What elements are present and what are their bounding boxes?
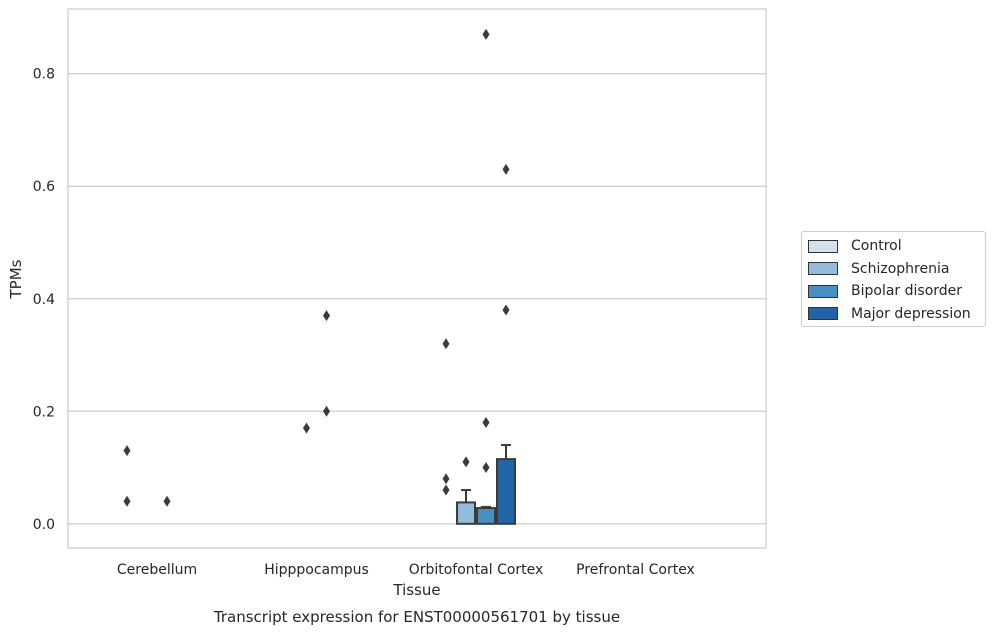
bar <box>496 458 516 525</box>
legend: Control Schizophrenia Bipolar disorder M… <box>801 231 986 327</box>
legend-swatch <box>808 307 838 321</box>
legend-label: Schizophrenia <box>851 260 950 277</box>
bar <box>476 507 496 525</box>
legend-swatch <box>808 239 838 253</box>
chart-title: Transcript expression for ENST0000056170… <box>213 608 620 626</box>
outlier-point <box>442 484 450 496</box>
x-tick-label: Hipppocampus <box>264 562 369 578</box>
outlier-point <box>323 405 330 417</box>
legend-item-bipolar-disorder: Bipolar disorder <box>808 280 985 303</box>
y-tick-label: 0.6 <box>33 179 55 195</box>
outlier-point <box>462 456 470 468</box>
legend-label: Bipolar disorder <box>851 283 963 300</box>
outlier-point <box>163 495 171 507</box>
outlier-point <box>502 304 510 316</box>
legend-item-schizophrenia: Schizophrenia <box>808 258 985 281</box>
legend-label: Control <box>851 238 902 255</box>
y-tick-label: 0.0 <box>33 517 55 533</box>
y-axis-ticks: 0.0 0.2 0.4 0.6 0.8 <box>33 67 55 533</box>
outlier-point <box>442 338 450 350</box>
outlier-point <box>323 310 330 322</box>
plot-frame <box>67 8 767 549</box>
x-tick-label: Prefrontal Cortex <box>576 562 695 578</box>
y-tick-label: 0.2 <box>33 404 55 420</box>
outlier-point <box>123 495 131 507</box>
y-axis-label: TPMs <box>7 259 25 299</box>
bars <box>456 444 516 525</box>
outlier-point <box>482 462 490 474</box>
x-axis-label: Tissue <box>392 581 440 599</box>
bar <box>456 501 476 525</box>
x-tick-label: Orbitofontal Cortex <box>409 562 544 578</box>
legend-label: Major depression <box>851 305 971 322</box>
x-tick-label: Cerebellum <box>117 562 197 578</box>
y-tick-label: 0.8 <box>33 67 55 83</box>
legend-item-control: Control <box>808 235 985 258</box>
legend-swatch <box>808 262 838 276</box>
outlier-point <box>482 417 490 429</box>
y-tick-label: 0.4 <box>33 292 55 308</box>
legend-item-major-depression: Major depression <box>808 303 985 326</box>
outlier-point <box>482 28 490 40</box>
gridlines <box>68 73 766 525</box>
outlier-point <box>303 422 310 434</box>
outlier-point <box>502 163 510 175</box>
x-axis-ticks: Cerebellum Hipppocampus Orbitofontal Corte… <box>117 562 695 578</box>
outlier-point <box>123 445 131 457</box>
legend-swatch <box>808 284 838 298</box>
outliers <box>123 28 510 507</box>
outlier-point <box>442 473 450 485</box>
